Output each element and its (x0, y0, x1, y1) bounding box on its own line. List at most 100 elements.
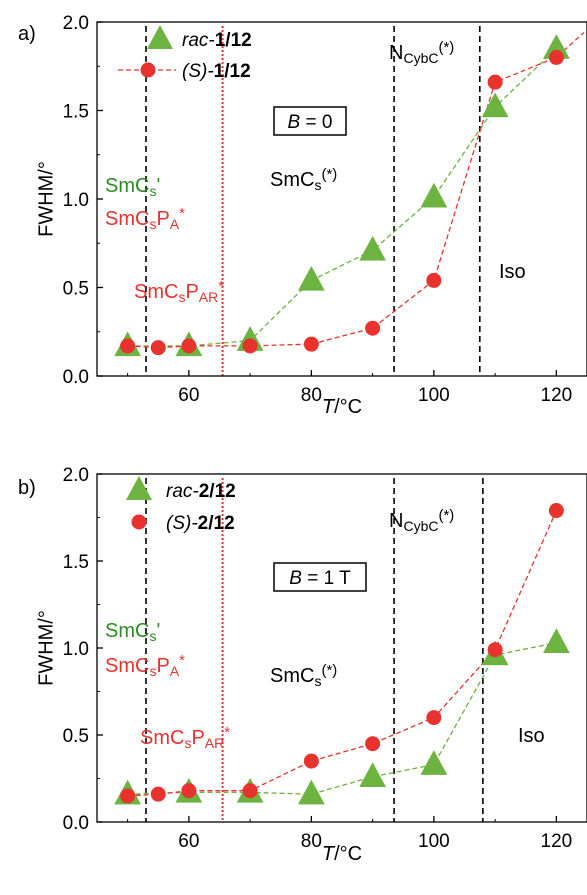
panel-b-series-line-1 (127, 510, 557, 797)
panel-a-field-value: = 0 (300, 112, 332, 133)
panel-b-ylabel: FWHM/° (35, 610, 57, 686)
panel-a-phase-label-smc-s: SmCs(*) (270, 166, 337, 193)
panel-a-circle-point-3 (242, 338, 258, 354)
panel-a-triangle-point-3 (297, 265, 325, 291)
panel-a-series-line-0 (127, 48, 557, 347)
panel-a-legend-label-compound: 1/12 (215, 30, 252, 51)
panel-b-xtick-label-1: 80 (301, 831, 322, 852)
panel-a-xlabel-symbol: T (322, 396, 336, 418)
panel-a-legend-triangle-icon (147, 25, 173, 49)
panel-a-circle-point-2 (181, 338, 197, 354)
panel-b-ytick-label-0: 0.0 (63, 813, 89, 834)
panel-b-markers (114, 503, 570, 805)
panel-b-circle-point-2 (181, 783, 197, 799)
panel-a-phase-label-smc-s-pa: SmCsPA* (105, 205, 185, 232)
panel-a-ytick-label-4: 2.0 (63, 13, 89, 34)
panel-b-phase-label-smc-s-par: SmCsPAR* (140, 724, 230, 751)
panel-a-triangle-point-6 (481, 92, 509, 118)
panel-b-xtick-label-0: 60 (178, 831, 199, 852)
panel-b-legend-label-0: rac-2/12 (166, 481, 236, 502)
panel-a-phase-label-smc-s-prime: SmCs' (105, 175, 160, 199)
panel-a-annotations: B = 0 SmCs' SmCsPA* SmCsPAR* SmCs(*) NCybC(*)… (105, 39, 526, 305)
panel-b-ticks: 60 80 100 120 0.0 0.5 1.0 1.5 2.0 (63, 465, 573, 852)
panel-b-circle-point-6 (426, 710, 442, 726)
panel-b-ytick-label-1: 0.5 (63, 726, 89, 747)
panel-a-phase-label-iso: Iso (499, 261, 526, 283)
panel-a-circle-point-1 (150, 340, 166, 356)
panel-b-field-box (273, 562, 367, 592)
panel-b-xlabel: T/°C (322, 843, 362, 865)
panel-b-field-value: = 1 T (302, 568, 351, 589)
panel-a-ylabel: FWHM/° (35, 161, 57, 237)
panel-a-triangle-point-5 (420, 182, 448, 208)
panel-b-legend-circle-icon (131, 514, 147, 530)
panel-a-xtick-label-2: 100 (418, 385, 450, 406)
panel-b-series-lines (127, 510, 557, 797)
panel-a-circle-point-8 (548, 49, 564, 65)
panel-a-field-label: B = 0 (288, 112, 333, 133)
panel-a-circle-point-4 (303, 336, 319, 352)
panel-a-field-symbol: B (288, 112, 301, 133)
panel-a-triangle-point-4 (359, 235, 387, 261)
panel-a-legend: rac-1/12(S)-1/12 (118, 25, 252, 82)
panel-b-phase-label-iso: Iso (518, 725, 545, 747)
panel-a-legend-label-prefix: rac- (182, 30, 215, 51)
panel-a-circle-point-6 (426, 272, 442, 288)
panel-b-vlines (145, 478, 484, 822)
panel-b-field-symbol: B (289, 568, 302, 589)
panel-a-ytick-label-3: 1.5 (63, 102, 89, 123)
panel-a-series-lines (127, 32, 585, 349)
panel-b: b) 60 80 100 120 0.0 0.5 1.0 1.5 2.0 FWHM/° T/°C… (18, 465, 587, 865)
panel-b-circle-point-0 (120, 788, 136, 804)
panel-b-field-label: B = 1 T (289, 568, 351, 589)
panel-a-legend-label-compound: 1/12 (214, 61, 251, 82)
panel-b-circle-point-4 (303, 753, 319, 769)
panel-b-phase-label-ncybc: NCybC(*) (389, 507, 454, 534)
panel-a-label: a) (18, 23, 36, 45)
panel-b-legend: rac-2/12(S)-2/12 (126, 476, 236, 534)
panel-b-phase-label-smc-s: SmCs(*) (270, 662, 337, 689)
panel-a-circle-point-7 (487, 74, 503, 90)
panel-b-legend-label-prefix: (S)- (166, 513, 198, 534)
panel-a-ytick-label-0: 0.0 (63, 367, 89, 388)
panel-b-legend-label-prefix: rac- (166, 481, 199, 502)
panel-a-ticks: 60 80 100 120 0.0 0.5 1.0 1.5 2.0 (63, 13, 573, 406)
panel-b-annotations: B = 1 T SmCs' SmCsPA* SmCsPAR* SmCs(*) NCybC(… (105, 507, 545, 751)
panel-b-circle-point-7 (487, 642, 503, 658)
panel-b-ytick-label-2: 1.0 (63, 639, 89, 660)
panel-b-legend-label-compound: 2/12 (199, 481, 236, 502)
panel-b-phase-label-smc-s-prime: SmCs' (105, 620, 160, 644)
panel-b-legend-triangle-icon (126, 476, 152, 500)
panel-b-ytick-label-3: 1.5 (63, 552, 89, 573)
panel-b-xtick-label-3: 120 (541, 831, 573, 852)
panel-a-ytick-label-2: 1.0 (63, 190, 89, 211)
panel-b-circle-point-8 (548, 503, 564, 519)
panel-a-xtick-label-0: 60 (178, 385, 199, 406)
panel-b-series-line-0 (127, 642, 557, 795)
panel-b-circle-point-5 (365, 736, 381, 752)
panel-b-ytick-label-4: 2.0 (63, 465, 89, 486)
panel-b-legend-label-compound: 2/12 (198, 513, 235, 534)
panel-a-legend-label-1: (S)-1/12 (182, 61, 251, 82)
panel-a-circle-point-0 (120, 338, 136, 354)
panel-a-xlabel: T/°C (322, 396, 362, 418)
panel-a-xtick-label-3: 120 (541, 385, 573, 406)
panel-b-xtick-label-2: 100 (418, 831, 450, 852)
panel-a-markers (114, 34, 570, 357)
panel-b-phase-label-smc-s-pa: SmCsPA* (105, 652, 185, 679)
panel-a-circle-point-5 (365, 320, 381, 336)
panel-a-legend-label-0: rac-1/12 (182, 30, 252, 51)
panel-b-triangle-point-5 (420, 750, 448, 775)
panel-b-triangle-point-3 (297, 779, 325, 805)
panel-b-xlabel-unit: /°C (334, 843, 362, 865)
panel-a-phase-label-ncybc: NCybC(*) (389, 39, 454, 66)
panel-a-legend-label-prefix: (S)- (182, 61, 214, 82)
panel-b-circle-point-3 (242, 783, 258, 799)
panel-b-xlabel-symbol: T (322, 843, 336, 865)
panel-a-vlines (145, 26, 481, 376)
panel-a-phase-label-smc-s-par: SmCsPAR* (134, 278, 224, 305)
panel-b-triangle-point-7 (542, 628, 570, 654)
panel-a-xlabel-unit: /°C (334, 396, 362, 418)
panel-a-legend-circle-icon (140, 62, 156, 78)
